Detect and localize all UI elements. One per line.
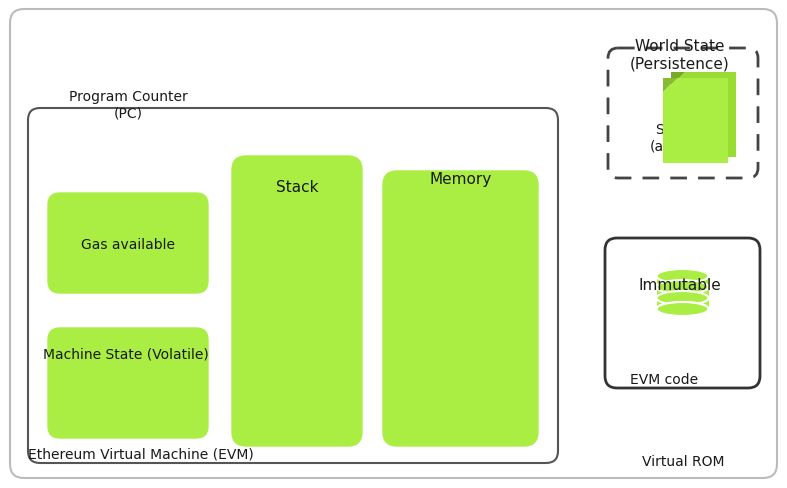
Polygon shape bbox=[663, 79, 677, 93]
Ellipse shape bbox=[656, 281, 708, 294]
Polygon shape bbox=[671, 73, 685, 87]
FancyBboxPatch shape bbox=[383, 172, 538, 446]
Text: Gas available: Gas available bbox=[81, 238, 175, 251]
Polygon shape bbox=[663, 79, 728, 163]
Text: Stack: Stack bbox=[275, 179, 318, 194]
FancyBboxPatch shape bbox=[656, 276, 708, 309]
Ellipse shape bbox=[656, 269, 708, 284]
Text: Ethereum Virtual Machine (EVM): Ethereum Virtual Machine (EVM) bbox=[28, 446, 253, 460]
FancyBboxPatch shape bbox=[232, 157, 362, 446]
FancyBboxPatch shape bbox=[48, 194, 208, 293]
Polygon shape bbox=[671, 73, 736, 158]
Ellipse shape bbox=[656, 291, 708, 305]
Text: Virtual ROM: Virtual ROM bbox=[641, 454, 724, 468]
Ellipse shape bbox=[656, 303, 708, 316]
Text: Memory: Memory bbox=[430, 172, 492, 186]
FancyBboxPatch shape bbox=[605, 239, 760, 388]
FancyBboxPatch shape bbox=[48, 328, 208, 438]
Text: World State
(Persistence): World State (Persistence) bbox=[630, 39, 730, 71]
Text: Immutable: Immutable bbox=[638, 277, 722, 292]
FancyBboxPatch shape bbox=[10, 10, 777, 478]
FancyBboxPatch shape bbox=[608, 49, 758, 179]
Text: Program Counter
(PC): Program Counter (PC) bbox=[68, 90, 187, 120]
Text: Storage
(account): Storage (account) bbox=[649, 122, 715, 153]
Text: EVM code: EVM code bbox=[630, 372, 698, 386]
FancyBboxPatch shape bbox=[28, 109, 558, 463]
Text: Machine State (Volatile): Machine State (Volatile) bbox=[43, 347, 209, 361]
Ellipse shape bbox=[656, 303, 708, 316]
